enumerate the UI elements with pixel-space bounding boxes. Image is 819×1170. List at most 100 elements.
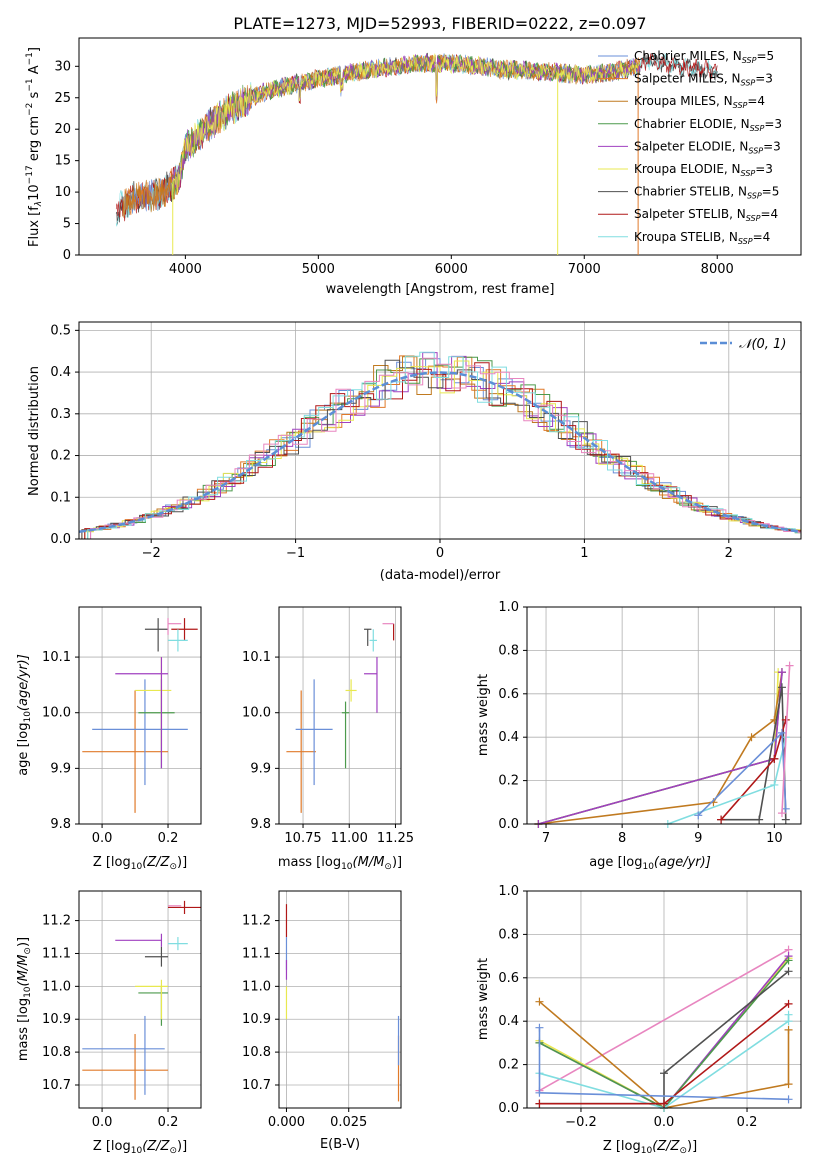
weight-line — [539, 948, 789, 1092]
y-tick-label: 0.6 — [498, 687, 519, 702]
y-tick-label: 0.2 — [498, 1058, 519, 1073]
weight-marker — [784, 1025, 793, 1034]
x-tick-label: −2 — [142, 546, 161, 561]
weight-marker — [784, 967, 793, 976]
normal-legend-label: 𝒩(0, 1) — [739, 337, 786, 352]
legend-entry: Kroupa STELIB, NSSP=4 — [634, 230, 770, 246]
weight-line — [538, 671, 783, 825]
mass-weight-vs-age-panel: 7 8 9 10 0.0 0.2 0.4 0.6 0.8 1.0 — [498, 600, 802, 846]
mass-weight-vs-metallicity-panel: −0.2 0.0 0.2 0.0 0.2 0.4 0.6 0.8 1.0 — [498, 884, 802, 1130]
spectrum-lines — [115, 52, 718, 255]
y-tick-label: 5 — [63, 217, 71, 232]
y-tick-label: 10.1 — [42, 650, 71, 665]
histogram-series-line — [90, 357, 801, 540]
spectrum-line — [171, 53, 641, 194]
legend-entry: Kroupa ELODIE, NSSP=3 — [634, 162, 773, 178]
x-tick-label: 6000 — [435, 262, 468, 277]
age-vs-metallicity-panel: 0.0 0.2 9.8 9.9 10.0 10.1 — [42, 606, 202, 846]
panel-frame — [78, 606, 202, 825]
histogram-series — [78, 351, 801, 540]
y-tick-label: 11.0 — [42, 979, 71, 994]
weight-marker — [535, 997, 544, 1006]
x-tick-label: 0.2 — [158, 831, 179, 846]
y-tick-label: 0.5 — [50, 323, 71, 338]
legend-entry: Salpeter STELIB, NSSP=4 — [634, 207, 778, 223]
y-tick-label: 0.1 — [50, 490, 71, 505]
spectrum-legend: Chabrier MILES, NSSP=5 Salpeter MILES, NS… — [598, 49, 782, 246]
normal-curve — [78, 371, 802, 533]
panel-frame — [526, 606, 802, 825]
panel-frame — [526, 890, 802, 1109]
weight-marker — [784, 999, 793, 1008]
x-tick-label: 9 — [694, 831, 702, 846]
weight-marker — [747, 733, 756, 742]
y-tick-label: 1.0 — [498, 884, 519, 899]
histogram-series-line — [81, 359, 801, 540]
spectrum-frame — [78, 37, 802, 256]
spectrum-y-label: Flux [fλ10−17 erg cm−2 s−1 A−1] — [25, 47, 44, 247]
weight-line — [538, 1001, 790, 1109]
y-tick-label: 9.8 — [50, 817, 71, 832]
x-tick-label: 8 — [618, 831, 626, 846]
panel-frame — [278, 890, 402, 1109]
mass-ebv-x-label: E(B-V) — [320, 1137, 360, 1152]
x-tick-label: 0 — [436, 546, 444, 561]
mass-vs-metallicity-panel: 0.0 0.2 10.7 10.8 10.9 11.0 11.1 11.2 — [42, 890, 202, 1130]
weight-age-x-label: age [log10(age/yr)] — [589, 855, 711, 872]
y-tick-label: 0.0 — [50, 532, 71, 547]
x-tick-label: 5000 — [302, 262, 335, 277]
weight-marker — [660, 1069, 668, 1078]
weight-marker — [784, 1080, 793, 1089]
x-tick-label: 0.0 — [92, 1115, 113, 1130]
y-tick-label: 0.3 — [50, 407, 71, 422]
histogram-legend: 𝒩(0, 1) — [700, 337, 786, 352]
x-tick-label: 2 — [725, 546, 733, 561]
weight-marker — [535, 1023, 544, 1032]
legend-entry: Chabrier MILES, NSSP=5 — [634, 49, 774, 65]
histogram-series-line — [84, 362, 801, 540]
panel-frame — [278, 606, 402, 825]
x-tick-label: 7000 — [568, 262, 601, 277]
weight-marker — [777, 683, 786, 692]
weight-marker — [535, 1099, 544, 1108]
x-tick-label: 11.25 — [377, 831, 414, 846]
weight-z-x-label: Z [log10(Z/Z⊙)] — [603, 1139, 697, 1156]
mass-z-y-label: mass [log10(M/M⊙)] — [16, 937, 33, 1061]
y-tick-label: 15 — [54, 154, 71, 169]
age-z-y-label: age [log10(age/yr)] — [16, 654, 33, 776]
spectrum-ticks: 4000 5000 6000 7000 8000 0 5 10 15 20 25 30 — [54, 59, 733, 277]
weight-marker — [777, 728, 786, 737]
y-tick-label: 0.6 — [498, 971, 519, 986]
y-tick-label: 9.9 — [250, 761, 271, 776]
x-tick-label: 0.2 — [737, 1115, 758, 1130]
mass-z-x-label: Z [log10(Z/Z⊙)] — [93, 1139, 187, 1156]
weight-marker — [535, 1088, 544, 1097]
y-tick-label: 0.4 — [50, 365, 71, 380]
y-tick-label: 0.4 — [498, 1014, 519, 1029]
y-tick-label: 10.9 — [42, 1012, 71, 1027]
legend-entry: Chabrier STELIB, NSSP=5 — [634, 185, 779, 201]
weight-marker — [784, 1095, 793, 1104]
weight-marker — [777, 668, 786, 677]
weight-marker — [785, 661, 794, 670]
y-tick-label: 9.8 — [250, 817, 271, 832]
legend-entry: Kroupa MILES, NSSP=4 — [634, 94, 765, 110]
histogram-series-line — [81, 355, 801, 540]
y-tick-label: 0.0 — [498, 1101, 519, 1116]
x-tick-label: 10.75 — [284, 831, 321, 846]
weight-marker — [755, 815, 764, 824]
weight-line — [781, 665, 791, 814]
weight-marker — [784, 956, 793, 965]
histogram-ticks: −2 −1 0 1 2 0.0 0.1 0.2 0.3 0.4 0.5 — [50, 323, 733, 561]
age-vs-mass-panel: 10.75 11.00 11.25 9.8 9.9 10.0 10.1 — [242, 606, 414, 846]
panel-frame — [78, 890, 202, 1109]
x-tick-label: 10 — [766, 831, 783, 846]
x-tick-label: −0.2 — [565, 1115, 597, 1130]
normal-curve-line — [78, 371, 802, 533]
y-tick-label: 0.8 — [498, 643, 519, 658]
x-tick-label: 7 — [542, 831, 550, 846]
weight-marker — [781, 815, 790, 824]
y-tick-label: 10.8 — [42, 1045, 71, 1060]
x-tick-label: 8000 — [701, 262, 734, 277]
mass-vs-ebv-panel: 0.000 0.025 10.7 10.8 10.9 11.0 11.1 11.2 — [242, 890, 402, 1130]
